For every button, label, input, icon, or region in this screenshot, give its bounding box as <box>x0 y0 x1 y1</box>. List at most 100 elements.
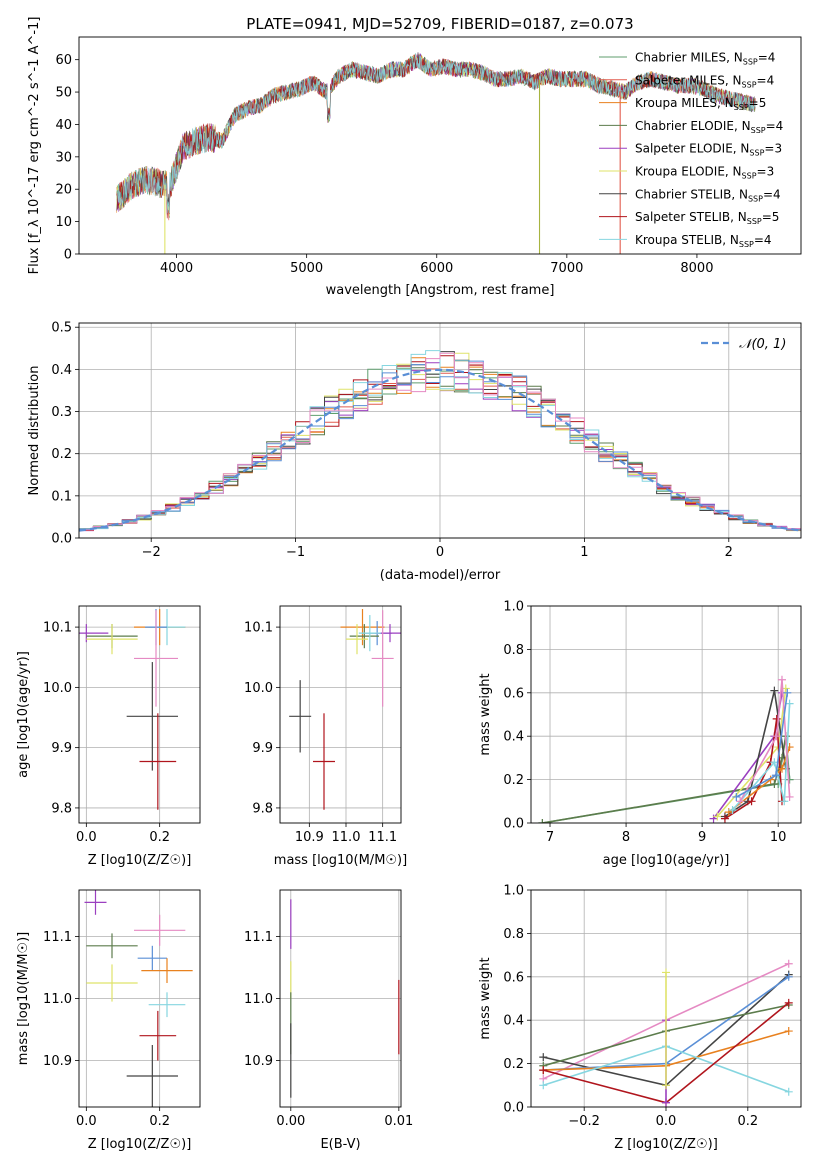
y-tick-label: 0.1 <box>51 489 72 504</box>
y-tick-label: 9.8 <box>51 801 72 816</box>
y-tick-label: 10.0 <box>244 681 273 696</box>
x-tick-label: 0.0 <box>76 1114 97 1129</box>
y-tick-label: 0.0 <box>503 1101 524 1116</box>
mass-vs-z-points <box>84 890 193 1107</box>
weight-series-line <box>739 679 791 802</box>
legend-entry: Chabrier MILES, NSSP=4 <box>635 51 775 67</box>
age-vs-mass-axes: 10.9 11.0 11.1 9.8 9.9 10.0 10.1 <box>244 606 401 845</box>
weight-vs-z-axes: −0.2 0.0 0.2 0.0 0.2 0.4 0.6 0.8 1.0 <box>503 884 801 1129</box>
residual-histogram-axes: −2 −1 0 1 2 0.0 0.1 0.2 0.3 0.4 0.5 <box>51 321 801 560</box>
weight-marker <box>728 805 737 814</box>
y-tick-label: 0.4 <box>503 1014 524 1029</box>
y-tick-label: 10.9 <box>244 1054 273 1069</box>
weight-marker <box>772 732 781 741</box>
weight-marker <box>784 1027 793 1036</box>
x-tick-label: 4000 <box>160 261 193 276</box>
x-tick-label: 0.2 <box>149 1114 170 1129</box>
mass-vs-z-x-label: Z [log10(Z/Z☉)] <box>88 1137 192 1152</box>
age-vs-mass-frame <box>279 605 402 824</box>
weight-marker <box>713 812 722 821</box>
weight-vs-z-frame <box>530 889 802 1108</box>
x-tick-label: 0.2 <box>149 830 170 845</box>
x-tick-label: 0.01 <box>384 1114 413 1129</box>
spectrum-y-label: Flux [f_λ 10^-17 erg cm^-2 s^-1 A^-1] <box>27 17 42 275</box>
weight-vs-z-x-label: Z [log10(Z/Z☉)] <box>614 1137 718 1152</box>
age-vs-z-x-label: Z [log10(Z/Z☉)] <box>88 853 192 868</box>
histogram-series <box>79 352 801 531</box>
weight-vs-age-frame <box>530 605 802 824</box>
legend-entry: Chabrier STELIB, NSSP=4 <box>635 187 781 203</box>
x-tick-label: 10.9 <box>295 830 324 845</box>
weight-marker <box>784 1087 793 1096</box>
weight-vs-z-lines <box>539 959 793 1107</box>
weight-marker <box>538 819 547 823</box>
x-tick-label: 5000 <box>290 261 323 276</box>
y-tick-label: 40 <box>55 118 72 133</box>
weight-marker <box>539 1066 548 1075</box>
weight-marker <box>784 972 793 981</box>
x-tick-label: 7 <box>546 830 554 845</box>
spectrum-legend: Chabrier MILES, NSSP=4 Salpeter MILES, NS… <box>599 51 783 249</box>
y-tick-label: 10.1 <box>244 621 273 636</box>
weight-vs-age-x-label: age [log10(age/yr)] <box>603 853 730 868</box>
weight-marker <box>780 797 789 806</box>
weight-marker <box>783 688 792 697</box>
legend-entry: Kroupa MILES, NSSP=5 <box>635 96 766 112</box>
x-tick-label: 0 <box>436 545 444 560</box>
weight-marker <box>784 998 793 1007</box>
weight-vs-age-y-label: mass weight <box>478 673 493 755</box>
weight-marker <box>720 814 729 823</box>
weight-marker <box>772 714 781 723</box>
weight-marker <box>777 675 786 684</box>
x-tick-label: 0.0 <box>656 1114 677 1129</box>
y-tick-label: 1.0 <box>503 600 524 615</box>
mass-vs-ebv-axes: 0.00 0.01 10.9 11.0 11.1 <box>244 890 413 1129</box>
mass-vs-z-y-label: mass [log10(M/M☉)] <box>16 932 31 1065</box>
age-vs-z-y-label: age [log10(age/yr)] <box>16 651 31 778</box>
x-tick-label: 1 <box>580 545 588 560</box>
weight-marker <box>785 699 794 708</box>
spectrum-frame <box>78 36 802 255</box>
age-vs-z-points <box>79 609 186 810</box>
y-tick-label: 50 <box>55 86 72 101</box>
x-tick-label: 2 <box>725 545 733 560</box>
weight-series-line <box>542 736 787 823</box>
y-tick-label: 11.1 <box>244 930 273 945</box>
x-tick-label: 10 <box>770 830 787 845</box>
spectrum-x-label: wavelength [Angstrom, rest frame] <box>326 283 555 298</box>
y-tick-label: 0.6 <box>503 686 524 701</box>
x-tick-label: 11.0 <box>332 830 361 845</box>
y-tick-label: 11.0 <box>43 992 72 1007</box>
weight-marker <box>662 968 670 977</box>
legend-entry: Salpeter STELIB, NSSP=5 <box>635 210 779 226</box>
y-tick-label: 10.1 <box>43 621 72 636</box>
weight-marker <box>785 792 794 801</box>
normal-curve <box>79 368 801 532</box>
weight-marker <box>771 771 780 780</box>
legend-entry: Chabrier ELODIE, NSSP=4 <box>635 119 783 135</box>
spectrum-lines <box>116 52 756 254</box>
x-tick-label: −0.2 <box>568 1114 600 1129</box>
y-tick-label: 10 <box>55 215 72 230</box>
y-tick-label: 0.2 <box>503 773 524 788</box>
y-tick-label: 1.0 <box>503 884 524 899</box>
weight-marker <box>662 1098 670 1107</box>
weight-marker <box>736 797 745 806</box>
weight-vs-age-axes: 7 8 9 10 0.0 0.2 0.4 0.6 0.8 1.0 <box>503 600 801 845</box>
y-tick-label: 0.0 <box>51 532 72 547</box>
legend-entry: Kroupa STELIB, NSSP=4 <box>635 233 772 249</box>
y-tick-label: 0.4 <box>51 363 72 378</box>
x-tick-label: 0.2 <box>737 1114 758 1129</box>
x-tick-label: 6000 <box>420 261 453 276</box>
x-tick-label: 0.0 <box>76 830 97 845</box>
weight-marker <box>747 797 756 806</box>
legend-entry: Salpeter ELODIE, NSSP=3 <box>635 142 782 158</box>
y-tick-label: 0.2 <box>503 1057 524 1072</box>
age-vs-mass-points <box>289 609 401 810</box>
y-tick-label: 0.4 <box>503 730 524 745</box>
x-tick-label: 11.1 <box>368 830 397 845</box>
histogram-steps <box>79 350 801 532</box>
weight-marker <box>662 1081 670 1090</box>
weight-marker <box>539 1053 548 1062</box>
age-vs-mass-x-label: mass [log10(M/M☉)] <box>274 853 407 868</box>
